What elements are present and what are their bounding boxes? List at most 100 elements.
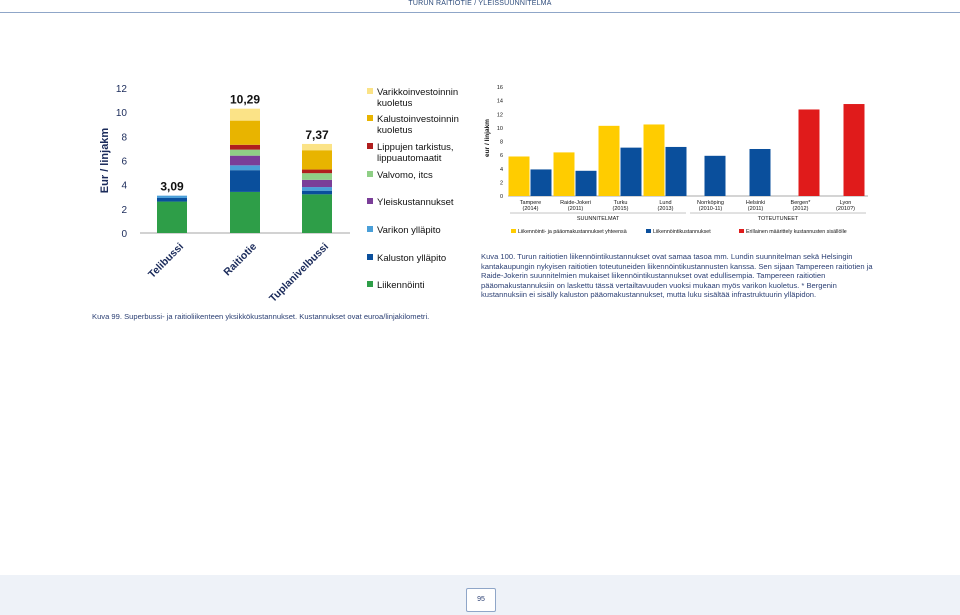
caption-figure-100: Kuva 100. Turun raitiotien liikennöintik… (481, 252, 873, 300)
caption-figure-99: Kuva 99. Superbussi- ja raitioliikenteen… (92, 312, 430, 321)
bar-segment (302, 173, 332, 180)
bar-segment (230, 191, 260, 233)
legend-label-line: lippuautomaatit (377, 153, 442, 164)
bar (798, 109, 820, 196)
x-tick-label: Helsinki (746, 200, 765, 206)
total-label: 7,37 (305, 128, 329, 142)
legend-swatch (367, 281, 373, 287)
bar (575, 170, 597, 196)
bar-segment (230, 120, 260, 145)
bar (530, 169, 552, 196)
x-tick-label: Raide-Jokeri (560, 200, 591, 206)
bar-segment (302, 169, 332, 174)
y-tick-label: 2 (500, 180, 503, 186)
bar (620, 147, 642, 196)
legend-label-line: Valvomo, itcs (377, 170, 433, 181)
legend-label-line: Liikennöinti (377, 280, 425, 291)
legend-swatch (367, 198, 373, 204)
y-tick-label: 14 (497, 99, 503, 105)
legend-label-line: Lippujen tarkistus, (377, 142, 454, 153)
legend-label-line: Varikon ylläpito (377, 225, 441, 236)
bar-segment (230, 144, 260, 150)
x-tick-label: Lyon (840, 200, 852, 206)
bar (704, 155, 726, 196)
legend-label-line: Yleiskustannukset (377, 197, 454, 208)
bar-segment (230, 155, 260, 166)
stacked-cost-chart: Eur / linjakm 0 2 4 6 8 10 12 3,09 Telibussi 10,29… (99, 84, 459, 305)
y-tick-label: 10 (497, 126, 503, 132)
x-tick-label: Telibussi (146, 241, 186, 281)
x-tick-year: (2011) (568, 206, 584, 212)
legend-swatch (511, 229, 516, 233)
y-tick-label: 16 (497, 85, 503, 91)
x-tick-year: (2010-11) (699, 206, 723, 212)
x-tick-label: Raitiotie (221, 241, 259, 279)
bar-segment (157, 201, 187, 233)
bar-segment (230, 170, 260, 192)
legend-swatch (367, 143, 373, 149)
bar (665, 146, 687, 196)
y-tick-label: 4 (121, 181, 127, 192)
bar-segment (302, 190, 332, 195)
legend-label-line: Kaluston ylläpito (377, 253, 446, 264)
x-tick-label: Turku (614, 200, 628, 206)
y-tick-label: 12 (116, 84, 128, 95)
legend-label: Liikennöinti- ja pääomakustannukset yhte… (518, 229, 627, 235)
legend-swatch (367, 226, 373, 232)
legend-label: Varikon ylläpito (377, 225, 441, 236)
bar-segment (230, 165, 260, 171)
legend-swatch (739, 229, 744, 233)
legend-label: Erillainen määrittely kustannusten sisäl… (746, 229, 847, 235)
group-label: SUUNNITELMAT (577, 216, 620, 222)
legend-label: Valvomo, itcs (377, 170, 433, 181)
bar (598, 125, 620, 196)
y-axis-label: Eur / linjakm (99, 128, 111, 194)
legend-swatch (367, 88, 373, 94)
y-tick-label: 6 (121, 157, 127, 168)
bar-segment (157, 195, 187, 198)
legend-label-line: Kalustoinvestoinnin (377, 114, 459, 125)
x-tick-year: (2011) (748, 206, 764, 212)
y-tick-label: 2 (121, 205, 127, 216)
legend-swatch (367, 171, 373, 177)
bar-segment (302, 179, 332, 188)
bar-segment (302, 143, 332, 151)
header-divider (0, 12, 960, 13)
bar-segment (302, 150, 332, 170)
legend-label: Varikkoinvestoinnin kuoletus (377, 87, 458, 109)
legend-label-line: kuoletus (377, 98, 413, 109)
y-axis-label: eur / linjakm (484, 119, 491, 157)
legend-swatch (367, 254, 373, 260)
y-tick-label: 10 (116, 108, 128, 119)
running-header: TURUN RAITIOTIE / YLEISSUUNNITELMA (408, 0, 552, 7)
bar-segment (230, 149, 260, 156)
bar (553, 152, 575, 196)
legend-label: Yleiskustannukset (377, 197, 454, 208)
bar (749, 148, 771, 196)
x-tick-label: Tuplanivelbussi (267, 241, 331, 305)
y-tick-label: 8 (500, 140, 503, 146)
y-tick-label: 12 (497, 112, 503, 118)
bar (643, 124, 665, 196)
legend-label: Kalustoinvestoinnin kuoletus (377, 114, 459, 136)
y-tick-label: 6 (500, 153, 503, 159)
group-label: TOTEUTUNEET (758, 216, 799, 222)
x-tick-year: (2014) (523, 206, 539, 212)
x-tick-year: (2013) (658, 206, 674, 212)
x-tick-label: Tampere (520, 200, 541, 206)
legend-label: Kaluston ylläpito (377, 253, 446, 264)
x-tick-label: Bergen* (791, 200, 812, 206)
x-tick-year: (2015) (613, 206, 629, 212)
y-tick-label: 4 (500, 167, 503, 173)
x-tick-year: (2010?) (836, 206, 855, 212)
bar (508, 156, 530, 196)
bar-segment (302, 187, 332, 191)
x-tick-year: (2012) (793, 206, 809, 212)
total-label: 10,29 (230, 93, 260, 107)
legend-label-line: kuoletus (377, 125, 413, 136)
y-tick-label: 8 (121, 132, 127, 143)
x-tick-label: Lund (659, 200, 671, 206)
total-label: 3,09 (160, 180, 184, 194)
bar (843, 104, 865, 196)
y-tick-label: 0 (121, 229, 127, 240)
